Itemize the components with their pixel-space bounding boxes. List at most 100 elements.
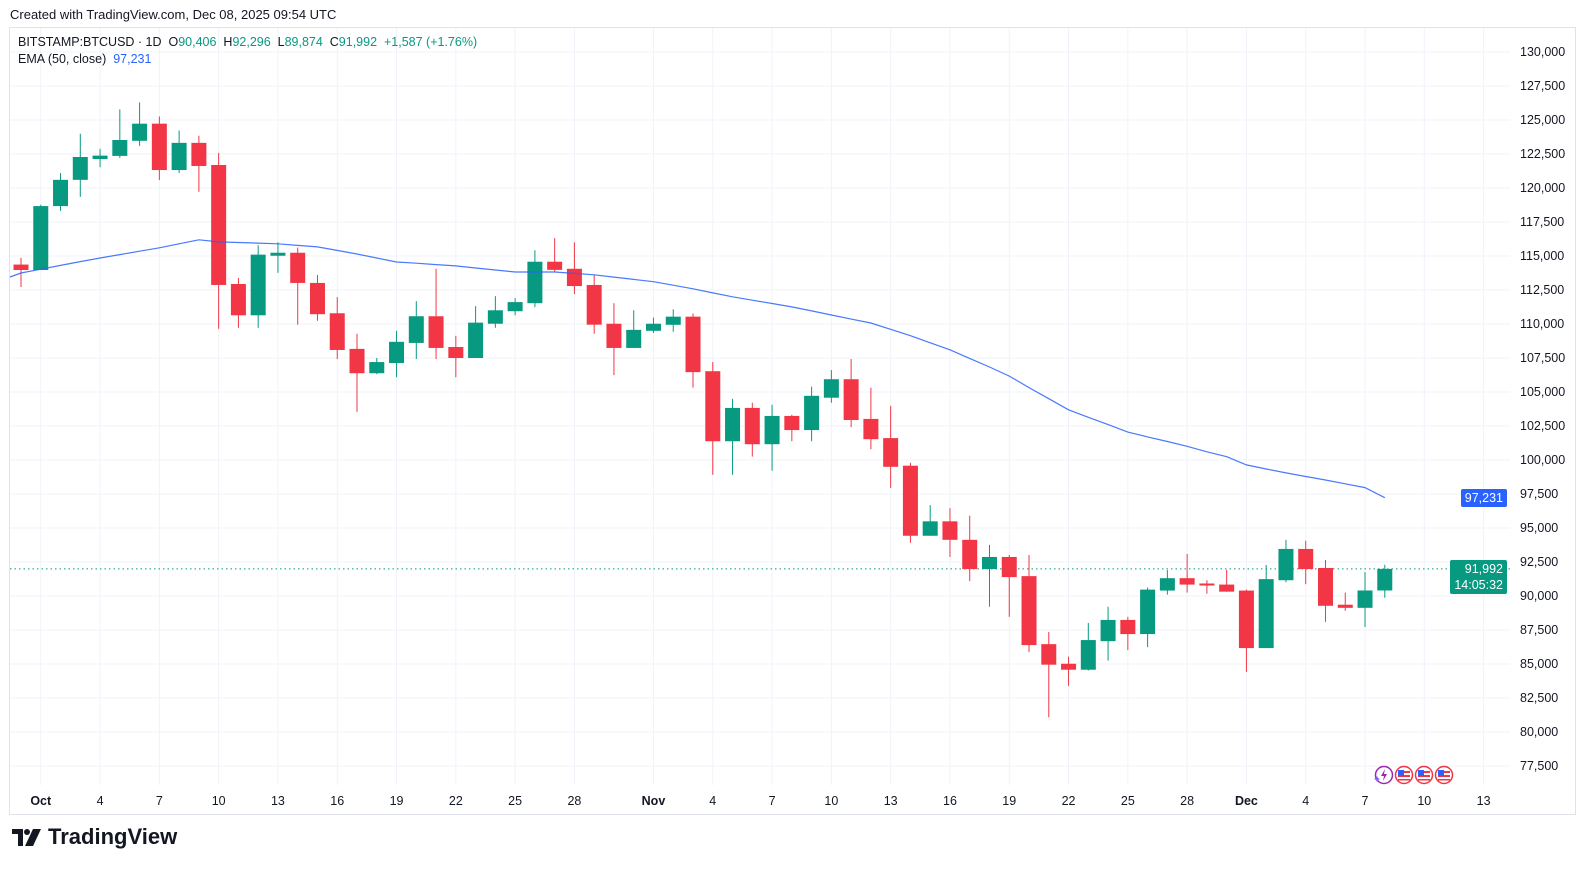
- candle-body: [132, 123, 148, 141]
- time-tick-label: 7: [769, 794, 776, 808]
- candle-down: [883, 405, 899, 488]
- price-tick-label: 77,500: [1520, 759, 1558, 773]
- candle-up: [1140, 587, 1156, 648]
- price-tick-label: 80,000: [1520, 725, 1558, 739]
- candle-down: [566, 242, 582, 295]
- legend-symbol[interactable]: BITSTAMP:BTCUSD · 1D: [18, 35, 162, 49]
- candle-body: [1080, 640, 1096, 670]
- us-flag-icon[interactable]: [1414, 765, 1434, 785]
- candle-body: [1337, 604, 1353, 608]
- price-tick-label: 125,000: [1520, 113, 1565, 127]
- candle-body: [448, 346, 464, 358]
- candle-up: [764, 404, 780, 471]
- candle-body: [250, 254, 266, 316]
- candle-up: [1258, 564, 1274, 649]
- candle-body: [764, 415, 780, 445]
- candle-body: [389, 341, 405, 364]
- candle-body: [1298, 548, 1314, 570]
- candle-down: [13, 257, 29, 288]
- candle-down: [1298, 540, 1314, 585]
- time-tick-label: 10: [1417, 794, 1431, 808]
- time-axis[interactable]: Oct 4 7 10 13 16 19 22 25 28 Nov 4 7 10 13 16 19 22 25 28 De…: [30, 794, 1490, 808]
- candle-body: [1041, 644, 1057, 665]
- time-tick-label: Oct: [30, 794, 52, 808]
- event-markers: [1374, 765, 1454, 785]
- time-tick-label: 7: [1362, 794, 1369, 808]
- price-tick-label: 90,000: [1520, 589, 1558, 603]
- tradingview-logo[interactable]: TradingView: [12, 824, 177, 850]
- time-tick-label: 10: [212, 794, 226, 808]
- price-tick-label: 127,500: [1520, 79, 1565, 93]
- created-caption: Created with TradingView.com, Dec 08, 20…: [10, 7, 337, 22]
- candle-body: [645, 323, 661, 331]
- candle-body: [92, 155, 108, 160]
- logo-text: TradingView: [48, 824, 178, 849]
- candle-up: [1080, 622, 1096, 671]
- open-label: O: [168, 35, 179, 49]
- candle-down: [784, 414, 800, 442]
- high-label: H: [223, 35, 233, 49]
- time-tick-label: Nov: [642, 794, 666, 808]
- candle-body: [1199, 583, 1215, 586]
- us-flag-icon[interactable]: [1394, 765, 1414, 785]
- candle-body: [1377, 568, 1393, 591]
- legend-ema-row: EMA (50, close) 97,231: [18, 51, 477, 68]
- change-value: +1,587 (+1.76%): [383, 35, 478, 49]
- time-tick-label: 19: [390, 794, 404, 808]
- candle-body: [369, 362, 385, 374]
- bar-countdown: 14:05:32: [1454, 577, 1503, 592]
- us-flag-icon[interactable]: [1434, 765, 1454, 785]
- candle-body: [151, 123, 167, 171]
- time-tick-label: 25: [1121, 794, 1135, 808]
- candle-down: [290, 247, 306, 325]
- candle-up: [53, 173, 69, 211]
- candle-up: [1278, 539, 1294, 583]
- lightning-event-icon[interactable]: [1374, 765, 1394, 785]
- candle-body: [1061, 663, 1077, 670]
- ema-label[interactable]: EMA (50, close): [18, 52, 107, 66]
- candle-body: [843, 379, 859, 421]
- candle-up: [112, 109, 128, 158]
- close-label: C: [329, 35, 339, 49]
- candle-down: [705, 362, 721, 475]
- candle-down: [942, 508, 958, 557]
- candle-up: [981, 544, 997, 607]
- candle-up: [408, 301, 424, 360]
- time-tick-label: 13: [884, 794, 898, 808]
- candle-down: [586, 274, 602, 334]
- candle-down: [1179, 553, 1195, 593]
- candle-down: [191, 135, 207, 192]
- candle-body: [507, 302, 523, 312]
- candle-body: [1140, 589, 1156, 635]
- candle-down: [428, 268, 444, 360]
- time-tick-label: 16: [943, 794, 957, 808]
- time-tick-label: 22: [1062, 794, 1076, 808]
- candle-up: [72, 133, 88, 197]
- candle-body: [547, 261, 563, 270]
- candle-body: [784, 415, 800, 431]
- candle-body: [211, 165, 227, 285]
- candle-body: [1219, 584, 1235, 592]
- candle-down: [211, 152, 227, 329]
- candle-down: [448, 335, 464, 378]
- candle-body: [863, 418, 879, 440]
- candle-body: [1179, 578, 1195, 585]
- candle-body: [981, 556, 997, 570]
- candle-body: [626, 329, 642, 348]
- candle-up: [33, 204, 49, 271]
- candle-down: [902, 462, 918, 543]
- ema-line: [9, 239, 1386, 499]
- candle-down: [863, 387, 879, 450]
- candle-body: [309, 282, 325, 315]
- candle-body: [487, 310, 503, 324]
- candle-up: [132, 102, 148, 146]
- candle-down: [1199, 580, 1215, 594]
- candle-body: [191, 142, 207, 166]
- time-tick-label: 22: [449, 794, 463, 808]
- candle-up: [270, 242, 286, 273]
- price-axis[interactable]: 77,500 80,000 82,500 85,000 87,500 90,000 92,5…: [1520, 45, 1565, 773]
- price-tick-label: 102,500: [1520, 419, 1565, 433]
- candle-up: [1357, 572, 1373, 628]
- price-tick-label: 92,500: [1520, 555, 1558, 569]
